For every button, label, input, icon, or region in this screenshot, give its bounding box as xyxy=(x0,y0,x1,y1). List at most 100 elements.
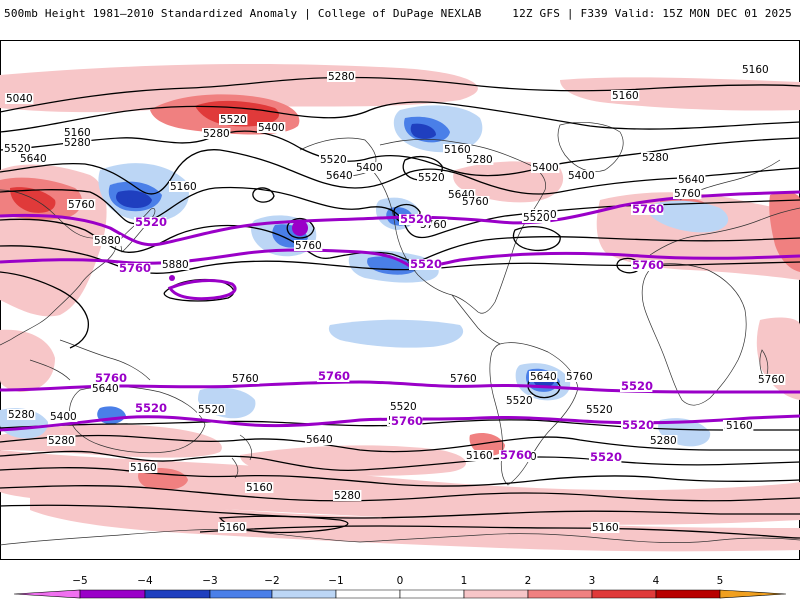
contour-label-bg xyxy=(589,452,622,463)
contour-label-bg xyxy=(197,404,226,415)
contour-label: 5880 xyxy=(94,235,121,247)
contour-label-bg xyxy=(49,411,78,422)
contour-label: 5160 xyxy=(612,90,639,102)
contour-label-bg xyxy=(531,162,560,173)
contour-label-bg xyxy=(529,371,558,382)
contour-label: 5400 xyxy=(258,122,285,134)
height-contour-line xyxy=(199,525,800,539)
contour-label-bg xyxy=(673,188,702,199)
contour-label-bg xyxy=(319,154,348,165)
contour-label: 5640 xyxy=(530,371,557,383)
anomaly-area xyxy=(0,64,478,113)
contour-label: 5760 xyxy=(674,188,701,200)
anomaly-map: 5040516052805520564057605880588052805520… xyxy=(0,40,800,560)
height-contour-line xyxy=(218,515,349,534)
highlight-contour-line xyxy=(167,279,237,301)
contour-label: 5760 xyxy=(232,373,259,385)
contour-label: 5640 xyxy=(92,383,119,395)
legend-colorbar xyxy=(13,589,787,599)
contour-label: 5760 xyxy=(68,199,95,211)
legend-tick-label: 5 xyxy=(717,575,724,587)
legend-tick-label: −2 xyxy=(264,575,279,587)
contour-label: 5040 xyxy=(6,93,33,105)
anomaly-area xyxy=(0,424,222,458)
contour-label-bg xyxy=(585,404,614,415)
contour-label: 5880 xyxy=(162,259,189,271)
coast-greenland xyxy=(557,122,624,172)
contour-label: 5400 xyxy=(356,162,383,174)
contour-label: 5520 xyxy=(586,404,613,416)
contour-label-bg xyxy=(257,122,286,133)
highlight-contour-line xyxy=(0,248,800,269)
legend-color-band xyxy=(399,589,465,599)
legend-tick-label: −3 xyxy=(202,575,217,587)
contour-label: 5400 xyxy=(532,162,559,174)
contour-label-bg xyxy=(91,383,120,394)
anomaly-core xyxy=(127,197,133,203)
anomaly-area xyxy=(756,317,800,400)
contour-label-bg xyxy=(465,450,494,461)
contour-label-bg xyxy=(7,409,36,420)
contour-label: 5760 xyxy=(566,371,593,383)
anomaly-area xyxy=(240,445,467,476)
anomaly-area xyxy=(0,329,55,392)
header-bar: 500mb Height 1981–2010 Standardized Anom… xyxy=(0,0,800,30)
anomaly-area xyxy=(648,200,729,233)
height-contour-line xyxy=(0,504,800,519)
contour-label-bg xyxy=(641,152,670,163)
highlight-contour-line xyxy=(0,414,800,432)
contour-label: 5160 xyxy=(130,462,157,474)
highlight-contour-label: 5520 xyxy=(590,450,622,464)
contour-label-bg xyxy=(317,371,350,382)
contour-label: 5160 xyxy=(170,181,197,193)
contour-label-bg xyxy=(231,373,260,384)
contour-label: 5280 xyxy=(328,71,355,83)
contour-label-bg xyxy=(47,435,76,446)
contour-label: 5280 xyxy=(8,409,35,421)
contour-label-bg xyxy=(94,373,127,384)
highlight-contour-label: 5760 xyxy=(391,414,423,428)
contour-label-bg xyxy=(325,170,354,181)
contour-label-bg xyxy=(169,181,198,192)
highlight-contour-label: 5520 xyxy=(400,212,432,226)
anomaly-core xyxy=(292,220,308,236)
contour-label: 5160 xyxy=(592,522,619,534)
legend-color-band xyxy=(13,589,81,599)
contour-label-bg xyxy=(631,260,664,271)
coast-central-america xyxy=(451,294,501,345)
contour-label-bg xyxy=(5,93,34,104)
legend-tick-label: −5 xyxy=(72,575,87,587)
contour-label-bg xyxy=(161,259,190,270)
highlight-contour-label: 5760 xyxy=(318,369,350,383)
height-contour-line xyxy=(0,467,800,487)
contour-label: 5760 xyxy=(295,240,322,252)
contour-label-bg xyxy=(565,371,594,382)
height-contour-line xyxy=(0,101,800,133)
contour-label: 5520 xyxy=(4,143,31,155)
legend-color-band xyxy=(271,589,337,599)
contour-label: 5280 xyxy=(466,154,493,166)
contour-label-bg xyxy=(591,522,620,533)
contour-label-bg xyxy=(741,64,770,75)
legend-color-band xyxy=(655,589,721,599)
highlight-contour-label: 5760 xyxy=(500,448,532,462)
contour-label: 5160 xyxy=(64,127,91,139)
contour-label-bg xyxy=(118,263,151,274)
contour-label: 5160 xyxy=(246,482,273,494)
legend-tick-label: −4 xyxy=(137,575,153,587)
legend-color-band xyxy=(335,589,401,599)
height-contour-line xyxy=(0,485,800,502)
contour-label-bg xyxy=(67,199,96,210)
height-contour-line xyxy=(616,257,641,274)
contour-label-bg xyxy=(218,522,247,533)
contour-label: 5280 xyxy=(334,490,361,502)
contour-label: 5640 xyxy=(20,153,47,165)
highlight-contour-label: 5520 xyxy=(622,418,654,432)
contour-label-bg xyxy=(129,462,158,473)
contour-label: 5160 xyxy=(466,450,493,462)
coast-africa xyxy=(641,263,747,406)
highlight-contour-label: 5760 xyxy=(632,258,664,272)
coastlines xyxy=(0,122,800,546)
contour-label: 5280 xyxy=(48,435,75,447)
contour-labels: 5040516052805520564057605880588052805520… xyxy=(3,64,786,534)
